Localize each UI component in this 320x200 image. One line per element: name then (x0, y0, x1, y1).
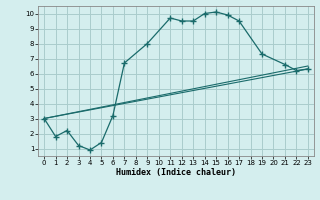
X-axis label: Humidex (Indice chaleur): Humidex (Indice chaleur) (116, 168, 236, 177)
